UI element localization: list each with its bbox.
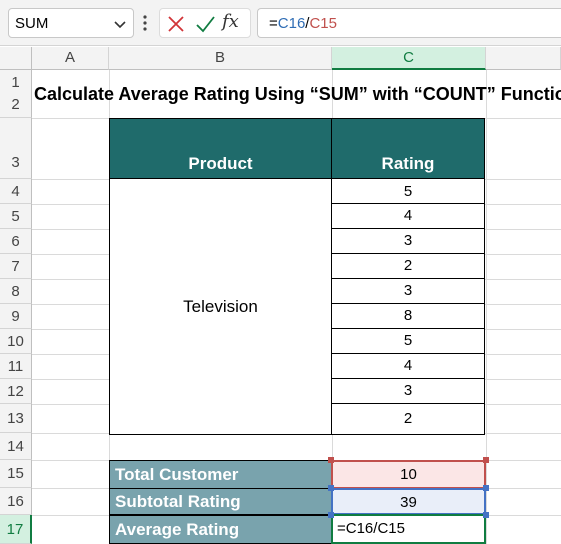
more-vertical-icon[interactable]: [140, 12, 150, 34]
column-header-a[interactable]: A: [32, 47, 109, 70]
row-header-8[interactable]: 8: [0, 279, 32, 304]
formula-input[interactable]: =C16/C15: [257, 8, 561, 38]
row-header-7[interactable]: 7: [0, 254, 32, 279]
row-header-9[interactable]: 9: [0, 304, 32, 329]
row-header-16[interactable]: 16: [0, 488, 32, 515]
formula-token: /: [305, 15, 310, 32]
rating-cell[interactable]: 5: [331, 178, 485, 205]
average-rating-cell-editing[interactable]: =C16/C15: [331, 514, 486, 544]
rating-cell[interactable]: 3: [331, 378, 485, 404]
rating-header-cell[interactable]: Rating: [331, 118, 485, 179]
rating-cell[interactable]: 2: [331, 403, 485, 435]
range-handle-red[interactable]: [483, 457, 489, 463]
row-header-3[interactable]: 3: [0, 118, 32, 179]
name-box[interactable]: SUM: [8, 8, 134, 38]
gridline: [486, 70, 487, 544]
row-header-2[interactable]: 2: [11, 96, 20, 113]
total-customer-value[interactable]: 10: [331, 460, 486, 489]
rating-cell[interactable]: 4: [331, 203, 485, 229]
range-handle-blue[interactable]: [483, 485, 489, 491]
product-cell[interactable]: Television: [109, 178, 332, 435]
formula-token: =: [269, 15, 278, 32]
range-handle-blue[interactable]: [483, 512, 489, 518]
enter-check-icon[interactable]: [194, 13, 216, 35]
row-header-13[interactable]: 13: [0, 404, 32, 433]
row-header-6[interactable]: 6: [0, 229, 32, 254]
sheet-title[interactable]: Calculate Average Rating Using “SUM” wit…: [34, 84, 561, 104]
formula-token: C16: [277, 15, 306, 32]
row-header-15[interactable]: 15: [0, 460, 32, 488]
column-header-b[interactable]: B: [109, 47, 332, 70]
row-header-5[interactable]: 5: [0, 204, 32, 229]
rating-cell[interactable]: 3: [331, 278, 485, 304]
row-header-10[interactable]: 10: [0, 329, 32, 354]
subtotal-rating-value[interactable]: 39: [331, 488, 486, 515]
range-handle-red[interactable]: [328, 457, 334, 463]
product-header: Product: [188, 154, 253, 173]
product-header-cell[interactable]: Product: [109, 118, 332, 179]
cancel-x-icon[interactable]: [165, 13, 187, 35]
average-rating-label[interactable]: Average Rating: [109, 515, 332, 544]
column-header-c[interactable]: C: [332, 47, 486, 70]
range-handle-blue[interactable]: [328, 512, 334, 518]
select-all-corner[interactable]: [0, 47, 32, 70]
row-header-4[interactable]: 4: [0, 179, 32, 204]
rating-cell[interactable]: 2: [331, 253, 485, 279]
rating-cell[interactable]: 5: [331, 328, 485, 354]
rating-cell[interactable]: 8: [331, 303, 485, 329]
formula-buttons: fx: [159, 8, 251, 38]
total-customer-label[interactable]: Total Customer: [109, 460, 332, 489]
rating-cell[interactable]: 3: [331, 228, 485, 254]
formula-bar: SUM fx =C16/C15: [0, 0, 561, 46]
subtotal-rating-label[interactable]: Subtotal Rating: [109, 488, 332, 515]
row-header-1[interactable]: 1: [11, 74, 20, 91]
rating-header: Rating: [381, 154, 435, 173]
product-name: Television: [183, 297, 258, 316]
row-header-12[interactable]: 12: [0, 379, 32, 404]
column-header-d[interactable]: [486, 47, 561, 70]
insert-function-icon[interactable]: fx: [222, 11, 239, 32]
rating-cell[interactable]: 4: [331, 353, 485, 379]
row-header-11[interactable]: 11: [0, 354, 32, 379]
formula-token: C15: [309, 15, 337, 32]
row-header-1-2[interactable]: 1 2: [0, 70, 32, 118]
chevron-down-icon[interactable]: [111, 15, 129, 33]
name-box-value: SUM: [15, 15, 49, 32]
formula-text: =C16/C15: [269, 15, 337, 32]
row-header-17[interactable]: 17: [0, 515, 32, 544]
range-handle-blue[interactable]: [328, 485, 334, 491]
row-header-14[interactable]: 14: [0, 433, 32, 460]
